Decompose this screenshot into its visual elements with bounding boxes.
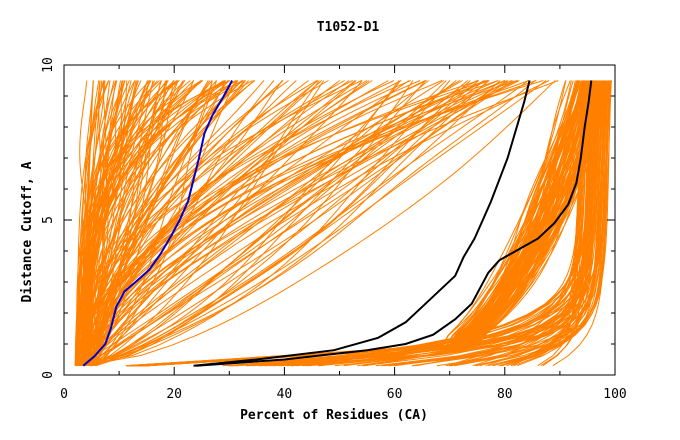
model-curve — [81, 80, 244, 366]
y-axis-label: Distance Cutoff, A — [20, 161, 35, 302]
y-tick-label: 10 — [41, 57, 56, 73]
model-curve — [89, 80, 203, 366]
model-curve — [138, 80, 579, 367]
model-curve — [127, 80, 591, 367]
model-curve — [78, 80, 181, 366]
model-curve — [296, 80, 592, 367]
model-curve — [142, 80, 577, 367]
model-curve — [511, 80, 594, 367]
model-curve — [317, 80, 596, 367]
x-tick-label: 60 — [387, 387, 403, 402]
model-curve — [80, 80, 520, 366]
x-axis-ticks: 0 20 40 60 80 100 — [60, 65, 627, 402]
model-curve — [75, 80, 202, 366]
model-curve — [85, 80, 509, 367]
model-curve — [126, 80, 581, 367]
model-curve — [80, 80, 246, 366]
model-curve — [125, 80, 571, 367]
model-curve — [131, 80, 579, 367]
model-curve — [89, 80, 414, 367]
model-curve — [90, 80, 518, 366]
model-curve — [80, 80, 508, 367]
model-curve — [80, 80, 106, 366]
x-tick-label: 0 — [60, 387, 68, 402]
model-curve — [89, 80, 265, 366]
model-curve — [319, 80, 597, 367]
model-curve — [80, 80, 536, 367]
y-axis-ticks: 0 5 10 — [41, 57, 615, 379]
model-curve — [92, 80, 559, 366]
model-curve — [75, 80, 168, 367]
model-curve — [85, 80, 400, 367]
highlight-curve-1 — [82, 80, 233, 367]
model-curve — [75, 80, 457, 367]
model-curve — [449, 80, 603, 367]
highlight-curve-3 — [196, 80, 593, 367]
x-tick-label: 40 — [277, 387, 293, 402]
model-curve — [93, 80, 357, 366]
model-curve — [290, 80, 607, 367]
background-series-group — [74, 80, 613, 367]
model-curve — [132, 80, 572, 367]
model-curve — [88, 80, 363, 367]
model-curve — [77, 80, 149, 366]
model-curve — [82, 80, 178, 366]
model-curve — [501, 80, 611, 367]
model-curve — [141, 80, 567, 367]
model-curve — [90, 80, 126, 366]
chart-title: T1052-D1 — [317, 20, 380, 35]
highlight-series-group — [82, 80, 593, 367]
model-curve — [88, 80, 101, 366]
x-tick-label: 80 — [497, 387, 513, 402]
y-tick-label: 0 — [41, 371, 56, 379]
model-curve — [92, 80, 318, 366]
y-tick-label: 5 — [41, 216, 56, 224]
model-curve — [82, 80, 469, 367]
model-curve — [86, 80, 345, 366]
model-curve — [93, 80, 490, 367]
model-curve — [146, 80, 594, 367]
highlight-curve-2 — [193, 80, 531, 367]
model-curve — [87, 80, 255, 366]
model-curve — [95, 80, 320, 367]
model-curve — [498, 80, 599, 367]
model-curve — [84, 80, 485, 366]
model-curve — [81, 80, 478, 366]
model-curve — [128, 80, 593, 367]
model-curve — [95, 80, 368, 366]
model-curve — [76, 80, 178, 366]
model-curve — [85, 80, 256, 366]
model-curve — [363, 80, 602, 367]
x-axis-label: Percent of Residues (CA) — [240, 408, 428, 423]
model-curve — [84, 80, 556, 367]
model-curve — [144, 80, 588, 367]
model-curve — [93, 80, 547, 367]
model-curve — [88, 80, 514, 367]
model-curve — [364, 80, 600, 367]
x-tick-label: 100 — [603, 387, 626, 402]
x-tick-label: 20 — [166, 387, 182, 402]
